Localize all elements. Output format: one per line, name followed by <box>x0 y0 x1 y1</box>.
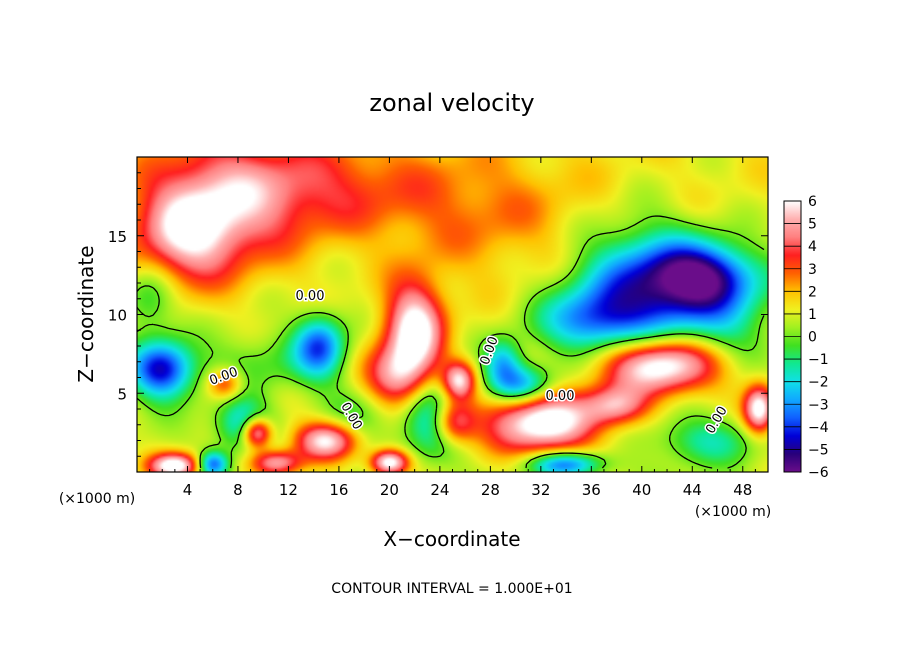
colorbar: 6 5 4 3 2 1 0 −1 −2 −3 −4 −5 −6 <box>783 194 829 481</box>
chart-title: zonal velocity <box>369 89 534 117</box>
zero-contours <box>137 215 765 469</box>
colorbar-tick-label: −5 <box>808 442 829 458</box>
colorbar-tick-label: −1 <box>808 352 829 368</box>
x-tick-label: 48 <box>733 481 752 499</box>
x-tick-label: 12 <box>279 481 298 499</box>
colorbar-tick-label: −3 <box>808 397 829 413</box>
velocity-field <box>137 157 768 472</box>
colorbar-tick-label: 1 <box>808 307 817 323</box>
colorbar-tick-label: −4 <box>808 420 829 436</box>
x-tick-label: 36 <box>582 481 601 499</box>
x-axis-ticks: 4 8 12 16 20 24 28 32 36 40 44 48 <box>149 157 756 499</box>
x-tick-label: 8 <box>233 481 243 499</box>
x-tick-label: 20 <box>380 481 399 499</box>
x-tick-label: 40 <box>632 481 651 499</box>
colorbar-tick-label: 2 <box>808 284 817 300</box>
colorbar-tick-label: 3 <box>808 262 817 278</box>
colorbar-tick-label: 5 <box>808 217 817 233</box>
colorbar-tick-label: 0 <box>808 330 817 346</box>
colorbar-tick-label: 4 <box>808 239 817 255</box>
x-tick-label: 32 <box>531 481 550 499</box>
plot-area <box>137 157 768 472</box>
x-axis-label: X−coordinate <box>383 527 520 551</box>
y-axis-ticks: 5 10 15 <box>108 172 768 457</box>
y-tick-label: 15 <box>108 228 127 246</box>
colorbar-tick-label: 6 <box>808 194 817 210</box>
zero-contour-line <box>137 215 765 469</box>
y-axis-label: Z−coordinate <box>74 245 98 382</box>
x-unit-left: (×1000 m) <box>59 491 135 507</box>
colorbar-tick-label: −2 <box>808 375 829 391</box>
contour-label: 0.00 <box>546 389 575 404</box>
contour-interval-note: CONTOUR INTERVAL = 1.000E+01 <box>331 581 572 597</box>
x-tick-label: 44 <box>683 481 702 499</box>
colorbar-tick-label: −6 <box>808 465 829 481</box>
x-tick-label: 16 <box>329 481 348 499</box>
contour-label: 0.00 <box>296 289 325 304</box>
contour-labels: 0.000.000.000.000.000.00 <box>206 288 732 439</box>
x-tick-label: 24 <box>430 481 449 499</box>
x-unit-right: (×1000 m) <box>695 504 771 520</box>
x-tick-label: 4 <box>183 481 193 499</box>
x-tick-label: 28 <box>481 481 500 499</box>
colorbar-ticks: 6 5 4 3 2 1 0 −1 −2 −3 −4 −5 −6 <box>784 194 829 481</box>
y-tick-label: 10 <box>108 307 127 325</box>
y-tick-label: 5 <box>117 385 127 403</box>
